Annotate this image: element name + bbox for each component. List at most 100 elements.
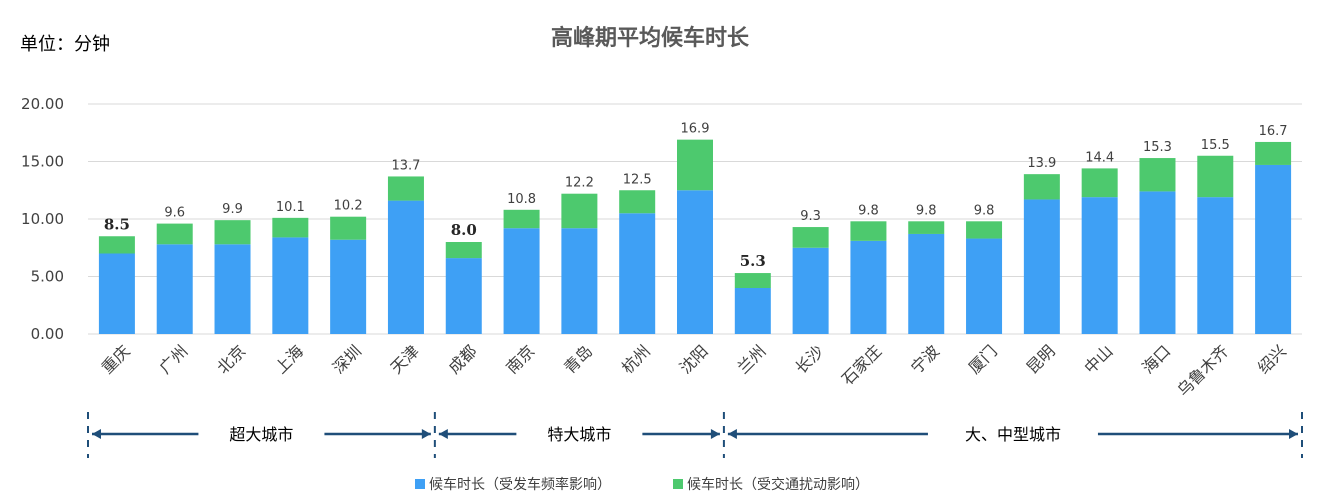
- y-tick-label: 10.00: [21, 210, 64, 228]
- x-tick-label: 海口: [1138, 341, 1174, 377]
- data-label-total: 13.7: [391, 158, 420, 173]
- bar-frequency-5: [387, 200, 424, 334]
- bar-frequency-7: [503, 228, 540, 334]
- data-label-total: 9.3: [800, 209, 821, 224]
- group-arrowhead: [438, 429, 448, 439]
- data-label-total: 9.8: [858, 203, 879, 218]
- group-label: 大、中型城市: [965, 425, 1061, 444]
- x-tick-label: 昆明: [1023, 341, 1059, 377]
- data-label-total: 8.5: [104, 215, 130, 233]
- x-tick-label: 上海: [271, 341, 307, 377]
- bar-disturbance-14: [908, 221, 945, 234]
- bar-frequency-16: [1023, 199, 1060, 334]
- data-label-total: 8.0: [451, 221, 477, 239]
- bar-disturbance-5: [387, 176, 424, 201]
- bar-frequency-13: [850, 240, 887, 334]
- bar-disturbance-18: [1139, 158, 1176, 192]
- data-label-total: 10.2: [334, 199, 363, 214]
- y-tick-label: 5.00: [31, 268, 64, 286]
- group-arrowhead: [727, 429, 737, 439]
- bar-disturbance-2: [214, 220, 251, 245]
- y-tick-label: 0.00: [31, 325, 64, 343]
- x-tick-label: 绍兴: [1254, 341, 1290, 377]
- x-axis-labels: 重庆 广州 北京 上海 深圳 天津 成都 南京 青岛 杭州 沈阳 兰州 长沙 石家庄 宁波 厦门 昆明 中山 海口乌…: [98, 341, 1290, 400]
- group-arrowhead: [710, 429, 720, 439]
- bar-frequency-19: [1197, 197, 1234, 334]
- bar-disturbance-3: [272, 217, 309, 238]
- bar-frequency-1: [156, 244, 193, 334]
- bar-frequency-3: [272, 237, 309, 334]
- x-tick-label: 青岛: [560, 341, 596, 377]
- x-tick-label: 成都: [445, 341, 481, 377]
- x-tick-label: 深圳: [329, 341, 365, 377]
- x-tick-label: 乌鲁木齐: [1173, 341, 1232, 400]
- data-label-total: 15.3: [1143, 140, 1172, 155]
- x-tick-label: 杭州: [618, 341, 654, 377]
- bar-disturbance-13: [850, 221, 887, 241]
- bar-frequency-10: [677, 190, 713, 334]
- data-label-total: 12.5: [623, 172, 652, 187]
- bar-frequency-17: [1081, 197, 1118, 334]
- x-tick-label: 兰州: [734, 341, 770, 377]
- data-label-total: 16.7: [1259, 124, 1288, 139]
- data-label-total: 13.9: [1027, 156, 1056, 171]
- bar-disturbance-15: [966, 221, 1003, 239]
- data-label-total: 16.9: [681, 122, 710, 137]
- bar-frequency-15: [966, 238, 1003, 334]
- data-label-total: 9.8: [974, 203, 995, 218]
- data-label-total: 12.2: [565, 176, 594, 191]
- bar-disturbance-8: [561, 193, 598, 229]
- bar-disturbance-10: [677, 139, 713, 191]
- x-tick-label: 厦门: [965, 341, 1001, 377]
- data-label-total: 5.3: [740, 252, 766, 270]
- x-tick-label: 北京: [213, 341, 249, 377]
- bar-layer: [98, 139, 1292, 334]
- bar-disturbance-6: [445, 242, 482, 259]
- chart-title: 高峰期平均候车时长: [551, 25, 750, 51]
- bar-disturbance-20: [1255, 141, 1292, 165]
- bar-frequency-8: [561, 228, 598, 334]
- x-tick-label: 沈阳: [676, 341, 712, 377]
- group-label: 超大城市: [229, 425, 293, 444]
- bar-disturbance-16: [1023, 174, 1060, 200]
- data-label-total: 15.5: [1201, 138, 1230, 153]
- data-label-total: 9.6: [164, 206, 185, 221]
- bar-disturbance-11: [734, 273, 771, 288]
- bar-frequency-14: [908, 233, 945, 334]
- x-tick-label: 广州: [155, 341, 191, 377]
- bar-disturbance-12: [792, 227, 829, 248]
- data-label-total: 10.1: [276, 200, 305, 215]
- unit-label: 单位：分钟: [20, 34, 110, 55]
- group-arrowhead: [421, 429, 431, 439]
- bar-frequency-11: [734, 288, 771, 334]
- data-label-total: 9.9: [222, 202, 243, 217]
- bar-frequency-4: [330, 239, 367, 334]
- legend-swatch: [415, 479, 425, 489]
- bar-disturbance-1: [156, 223, 193, 245]
- data-label-total: 9.8: [916, 203, 937, 218]
- x-tick-label: 石家庄: [838, 341, 885, 388]
- x-tick-label: 长沙: [791, 341, 827, 377]
- group-label: 特大城市: [547, 425, 611, 444]
- bar-frequency-20: [1255, 164, 1292, 334]
- x-tick-label: 重庆: [98, 341, 134, 377]
- label-layer: 8.5 9.6 9.9 10.1 10.2 13.7 8.0 10.8 12.2 12.5 16.9…: [104, 122, 1288, 270]
- bar-disturbance-0: [98, 236, 135, 254]
- bar-frequency-2: [214, 244, 251, 334]
- x-tick-label: 天津: [387, 341, 423, 377]
- y-tick-label: 20.00: [21, 95, 64, 113]
- x-tick-label: 中山: [1080, 341, 1116, 377]
- bar-disturbance-9: [619, 190, 656, 214]
- bar-frequency-12: [792, 247, 829, 334]
- legend-label: 候车时长（受发车频率影响）: [429, 476, 611, 493]
- city-group-brackets: 超大城市 特大城市 大、中型城市: [87, 412, 1303, 458]
- bar-disturbance-17: [1081, 168, 1118, 198]
- legend-swatch: [673, 479, 683, 489]
- bar-disturbance-4: [330, 216, 367, 240]
- bar-disturbance-19: [1197, 155, 1234, 198]
- data-label-total: 14.4: [1085, 150, 1114, 165]
- group-arrowhead: [1289, 429, 1298, 439]
- bar-frequency-18: [1139, 191, 1176, 334]
